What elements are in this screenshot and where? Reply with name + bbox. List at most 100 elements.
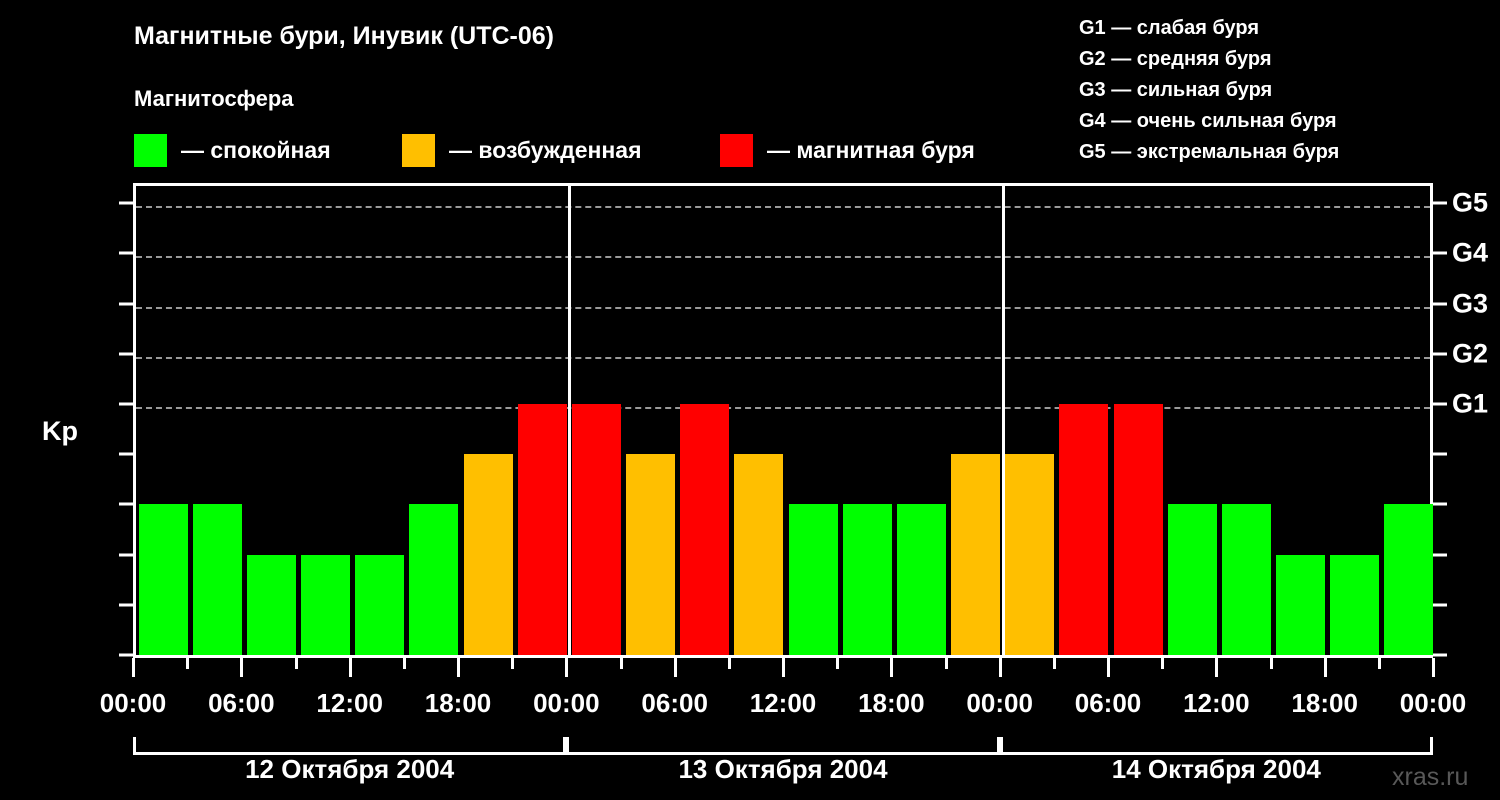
- bars-layer: [136, 186, 1434, 655]
- bar: [1221, 504, 1271, 655]
- bar: [1113, 403, 1163, 655]
- x-axis-tick-label: 06:00: [1074, 688, 1142, 718]
- x-axis-tick-label: 12:00: [316, 688, 383, 718]
- g-axis-tick: [1433, 452, 1447, 456]
- x-axis-tick-label: 00:00: [99, 688, 167, 718]
- x-axis-tick-major: [1107, 658, 1110, 677]
- x-axis-tick-major: [1215, 658, 1219, 677]
- bar: [1167, 504, 1217, 655]
- g-scale-legend-row: G1 — слабая буря: [1079, 17, 1260, 39]
- g-axis-tick: [1433, 553, 1447, 557]
- bar: [1059, 403, 1109, 655]
- y-axis-tick: [119, 302, 133, 305]
- g-axis-tick: [1433, 302, 1447, 305]
- bar: [463, 454, 513, 655]
- x-axis-tick-major: [457, 658, 460, 677]
- day-separator: [568, 186, 572, 655]
- day-bracket: [133, 737, 567, 755]
- bar: [1005, 454, 1055, 655]
- bar: [355, 554, 405, 655]
- bar: [734, 454, 784, 655]
- day-bracket: [566, 737, 1000, 755]
- g-axis-tick: [1433, 603, 1447, 607]
- plot-area: [133, 183, 1434, 655]
- day-label: 14 Октября 2004: [1111, 754, 1321, 784]
- magnetosphere-caption: Магнитосфера: [134, 86, 294, 111]
- bar: [246, 554, 296, 655]
- x-axis-tick-major: [1323, 658, 1327, 677]
- g-axis-tick: [1433, 502, 1447, 506]
- gridline: [136, 206, 1430, 209]
- y-axis-tick: [119, 653, 133, 657]
- y-axis-tick: [119, 251, 133, 255]
- bar: [626, 454, 676, 655]
- legend-entry: — возбужденная: [402, 131, 642, 169]
- x-axis-tick-minor: [1161, 658, 1165, 669]
- day-bracket: [999, 737, 1433, 755]
- g-axis-tick: [1433, 402, 1447, 406]
- x-axis-tick-minor: [402, 658, 406, 669]
- x-axis-tick-label: 18:00: [1291, 688, 1358, 718]
- gridline: [136, 256, 1430, 259]
- g-scale-legend: G1 — слабая буря G2 — средняя буря G3 — си…: [1079, 13, 1339, 168]
- gridline: [136, 406, 1430, 409]
- y-axis-tick: [119, 452, 133, 456]
- legend-label: — магнитная буря: [767, 136, 975, 163]
- gridline: [136, 356, 1430, 359]
- x-axis-tick-minor: [836, 658, 840, 669]
- x-axis-tick-minor: [619, 658, 623, 669]
- y-axis-tick: [119, 201, 133, 205]
- x-axis-tick-major: [1432, 658, 1435, 677]
- y-axis-title: Kp: [42, 416, 78, 446]
- g-axis-label: G3: [1452, 288, 1489, 318]
- bar: [1330, 554, 1380, 655]
- x-axis-tick-major: [673, 658, 677, 677]
- g-axis-tick: [1433, 201, 1447, 205]
- gridline: [136, 306, 1430, 309]
- bar: [301, 554, 351, 655]
- bar: [192, 504, 242, 655]
- y-axis-tick: [119, 402, 133, 406]
- g-axis-label: G4: [1452, 237, 1489, 268]
- x-axis-tick-label: 18:00: [858, 688, 925, 718]
- x-axis-tick-label: 00:00: [533, 688, 600, 718]
- legend-label: — спокойная: [181, 136, 331, 163]
- g-scale-legend-row: G3 — сильная буря: [1079, 79, 1273, 101]
- bar: [571, 403, 621, 655]
- x-axis-tick-label: 06:00: [208, 688, 275, 718]
- g-scale-legend-row: G2 — средняя буря: [1079, 48, 1272, 70]
- bar: [517, 403, 567, 655]
- legend-swatch-icon: [134, 133, 167, 167]
- x-axis-line: [133, 655, 1433, 658]
- x-axis-tick-major: [890, 658, 894, 677]
- legend-swatch-icon: [720, 133, 753, 167]
- x-axis-tick-minor: [944, 658, 948, 669]
- bar: [680, 403, 730, 655]
- bar: [409, 504, 459, 655]
- page-title: Магнитные бури, Инувик (UTC-06): [134, 22, 555, 50]
- x-axis-tick-minor: [294, 658, 298, 669]
- x-axis-tick-minor: [1377, 658, 1381, 669]
- legend-entry: — спокойная: [134, 131, 331, 169]
- x-axis-tick-label: 12:00: [749, 688, 817, 718]
- g-axis-label: G5: [1452, 187, 1489, 218]
- legend-label: — возбужденная: [449, 136, 642, 163]
- g-axis-label: G1: [1452, 388, 1489, 419]
- x-axis-tick-major: [348, 658, 352, 677]
- g-scale-legend-row: G5 — экстремальная буря: [1079, 141, 1340, 163]
- x-axis-tick-major: [998, 658, 1002, 677]
- y-axis-tick: [119, 502, 133, 506]
- bar: [788, 504, 838, 655]
- g-scale-legend-row: G4 — очень сильная буря: [1079, 110, 1337, 132]
- x-axis-tick-major: [565, 658, 569, 677]
- g-axis-label: G2: [1452, 338, 1489, 369]
- x-axis-tick-label: 06:00: [641, 688, 708, 718]
- g-axis-tick: [1433, 653, 1447, 657]
- bar: [138, 504, 188, 655]
- x-axis-tick-major: [132, 658, 135, 677]
- x-axis-tick-label: 00:00: [1399, 688, 1467, 718]
- x-axis-tick-minor: [727, 658, 731, 669]
- plot-inner: [136, 186, 1434, 655]
- x-axis-tick-major: [240, 658, 244, 677]
- legend-entry: — магнитная буря: [720, 131, 975, 169]
